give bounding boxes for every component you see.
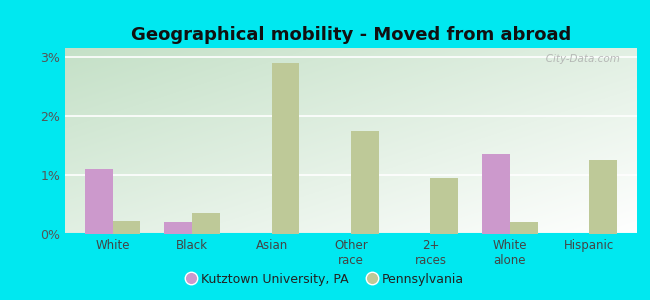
Bar	[85, 169, 112, 234]
Bar	[482, 154, 510, 234]
Text: City-Data.com: City-Data.com	[536, 54, 620, 64]
Bar	[192, 213, 220, 234]
Bar	[164, 222, 192, 234]
Title: Geographical mobility - Moved from abroad: Geographical mobility - Moved from abroa…	[131, 26, 571, 44]
Bar	[590, 160, 617, 234]
Bar	[430, 178, 458, 234]
Legend: Kutztown University, PA, Pennsylvania: Kutztown University, PA, Pennsylvania	[181, 268, 469, 291]
Bar	[510, 222, 538, 234]
Bar	[272, 63, 300, 234]
Bar	[112, 221, 140, 234]
Bar	[351, 131, 379, 234]
